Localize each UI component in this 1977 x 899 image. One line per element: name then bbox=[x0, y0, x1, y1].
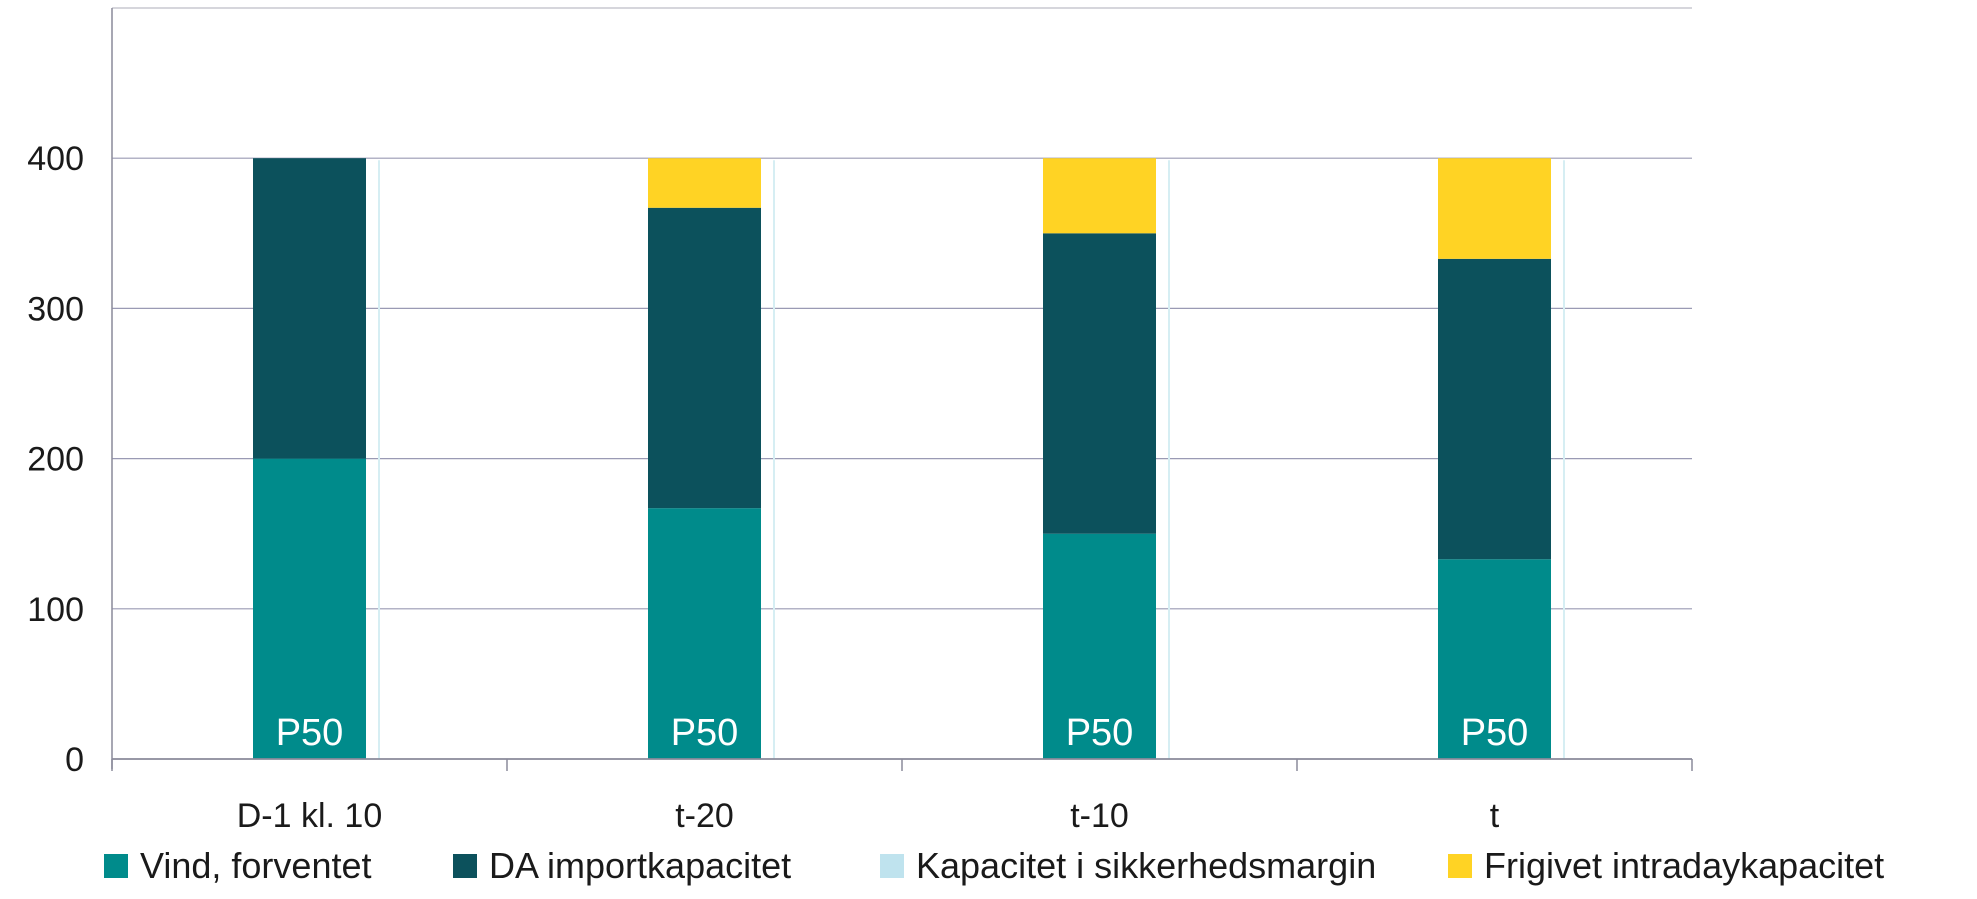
x-tick-label: t bbox=[1490, 797, 1500, 835]
y-tick-label: 100 bbox=[27, 591, 84, 629]
bar-2-2 bbox=[648, 207, 761, 509]
y-tick-label: 400 bbox=[27, 140, 84, 178]
y-tick-label: 0 bbox=[65, 741, 84, 779]
legend-swatch-1 bbox=[104, 854, 128, 878]
bar-label-p50: P50 bbox=[276, 712, 344, 754]
legend-label-2: DA importkapacitet bbox=[489, 845, 791, 886]
bar-1-1 bbox=[253, 458, 366, 759]
legend-swatch-2 bbox=[453, 854, 477, 878]
bar-2-1 bbox=[253, 158, 366, 459]
bar-1-2 bbox=[648, 508, 761, 759]
bar-1-3 bbox=[1043, 533, 1156, 759]
y-tick-label: 300 bbox=[27, 290, 84, 328]
x-tick-label: D-1 kl. 10 bbox=[237, 797, 383, 835]
bar-label-p50: P50 bbox=[1461, 712, 1529, 754]
bar-label-p50: P50 bbox=[1066, 712, 1134, 754]
x-tick-label: t-20 bbox=[675, 797, 734, 835]
y-tick-label: 200 bbox=[27, 441, 84, 479]
x-tick-label: t-10 bbox=[1070, 797, 1129, 835]
bar-2-4 bbox=[1438, 258, 1551, 560]
legend-swatch-3 bbox=[880, 854, 904, 878]
legend-label-3: Kapacitet i sikkerhedsmargin bbox=[916, 845, 1376, 886]
bar-1-4 bbox=[1438, 559, 1551, 759]
bar-4-4 bbox=[1438, 158, 1551, 259]
bar-2-3 bbox=[1043, 233, 1156, 534]
legend-swatch-4 bbox=[1448, 854, 1472, 878]
legend-label-1: Vind, forventet bbox=[140, 845, 372, 886]
bar-label-p50: P50 bbox=[671, 712, 739, 754]
bar-4-2 bbox=[648, 158, 761, 208]
bar-4-3 bbox=[1043, 158, 1156, 234]
legend-label-4: Frigivet intradaykapacitet bbox=[1484, 845, 1884, 886]
